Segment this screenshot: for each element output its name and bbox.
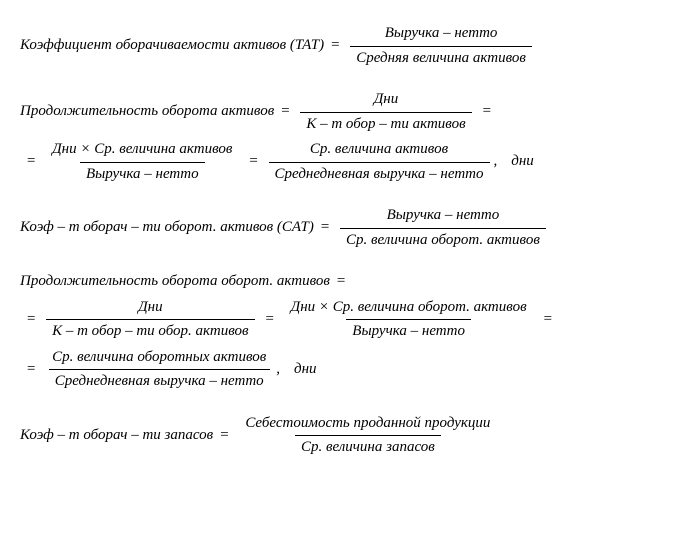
- formula-lhs: Продолжительность оборота оборот. активо…: [20, 272, 330, 292]
- formula-inventory-turnover: Коэф – т оборач – ти запасов = Себестоим…: [20, 414, 678, 458]
- formula-tat: Коэффициент оборачиваемости активов (TAT…: [20, 24, 678, 68]
- fraction: Дни × Ср. величина активов Выручка – нет…: [46, 140, 238, 184]
- fraction: Ср. величина оборотных активов Среднедне…: [46, 348, 272, 392]
- denominator: Среднедневная выручка – нетто: [49, 369, 270, 392]
- fraction: Дни К – т обор – ти активов: [300, 90, 471, 134]
- formula-row: Коэф – т оборач – ти запасов = Себестоим…: [20, 414, 678, 458]
- equals-sign: =: [248, 152, 258, 172]
- denominator: Ср. величина оборот. активов: [340, 228, 546, 251]
- equals-sign: =: [26, 310, 36, 330]
- denominator: К – т обор – ти обор. активов: [46, 319, 254, 342]
- formula-current-asset-turnover-duration: Продолжительность оборота оборот. активо…: [20, 272, 678, 392]
- equals-sign: =: [219, 426, 229, 446]
- formula-row: = Дни × Ср. величина активов Выручка – н…: [20, 140, 678, 184]
- equals-sign: =: [26, 360, 36, 380]
- formula-lhs: Коэф – т оборач – ти запасов: [20, 426, 213, 446]
- numerator: Дни × Ср. величина оборот. активов: [285, 298, 533, 320]
- numerator: Выручка – нетто: [381, 206, 506, 228]
- formula-row: = Ср. величина оборотных активов Среднед…: [20, 348, 678, 392]
- fraction: Себестоимость проданной продукции Ср. ве…: [239, 414, 496, 458]
- numerator: Дни: [368, 90, 405, 112]
- numerator: Выручка – нетто: [379, 24, 504, 46]
- equals-sign: =: [543, 310, 553, 330]
- equals-sign: =: [482, 102, 492, 122]
- numerator: Себестоимость проданной продукции: [239, 414, 496, 436]
- formula-lhs: Коэф – т оборач – ти оборот. активов (CA…: [20, 218, 314, 238]
- formula-row: = Дни К – т обор – ти обор. активов = Дн…: [20, 298, 678, 342]
- equals-sign: =: [330, 36, 340, 56]
- formula-row: Коэф – т оборач – ти оборот. активов (CA…: [20, 206, 678, 250]
- numerator: Ср. величина оборотных активов: [46, 348, 272, 370]
- numerator: Дни × Ср. величина активов: [46, 140, 238, 162]
- unit-label: дни: [294, 360, 317, 380]
- unit-label: дни: [511, 152, 534, 172]
- equals-sign: =: [26, 152, 36, 172]
- formula-lhs: Коэффициент оборачиваемости активов (TAT…: [20, 36, 324, 56]
- formula-row: Продолжительность оборота активов = Дни …: [20, 90, 678, 134]
- formula-row: Коэффициент оборачиваемости активов (TAT…: [20, 24, 678, 68]
- fraction: Выручка – нетто Средняя величина активов: [350, 24, 532, 68]
- denominator: Ср. величина запасов: [295, 435, 441, 458]
- denominator: Средняя величина активов: [350, 46, 532, 69]
- numerator: Дни: [132, 298, 169, 320]
- equals-sign: =: [320, 218, 330, 238]
- equals-sign: =: [265, 310, 275, 330]
- denominator: Среднедневная выручка – нетто: [269, 162, 490, 185]
- formula-asset-turnover-duration: Продолжительность оборота активов = Дни …: [20, 90, 678, 184]
- denominator: К – т обор – ти активов: [300, 112, 471, 135]
- numerator: Ср. величина активов: [304, 140, 454, 162]
- fraction: Дни × Ср. величина оборот. активов Выруч…: [285, 298, 533, 342]
- fraction: Выручка – нетто Ср. величина оборот. акт…: [340, 206, 546, 250]
- formula-lhs: Продолжительность оборота активов: [20, 102, 274, 122]
- formula-cat: Коэф – т оборач – ти оборот. активов (CA…: [20, 206, 678, 250]
- formula-row: Продолжительность оборота оборот. активо…: [20, 272, 678, 292]
- denominator: Выручка – нетто: [346, 319, 471, 342]
- fraction: Дни К – т обор – ти обор. активов: [46, 298, 254, 342]
- equals-sign: =: [280, 102, 290, 122]
- comma: ,: [494, 152, 498, 172]
- comma: ,: [276, 360, 280, 380]
- equals-sign: =: [336, 272, 346, 292]
- denominator: Выручка – нетто: [80, 162, 205, 185]
- fraction: Ср. величина активов Среднедневная выруч…: [269, 140, 490, 184]
